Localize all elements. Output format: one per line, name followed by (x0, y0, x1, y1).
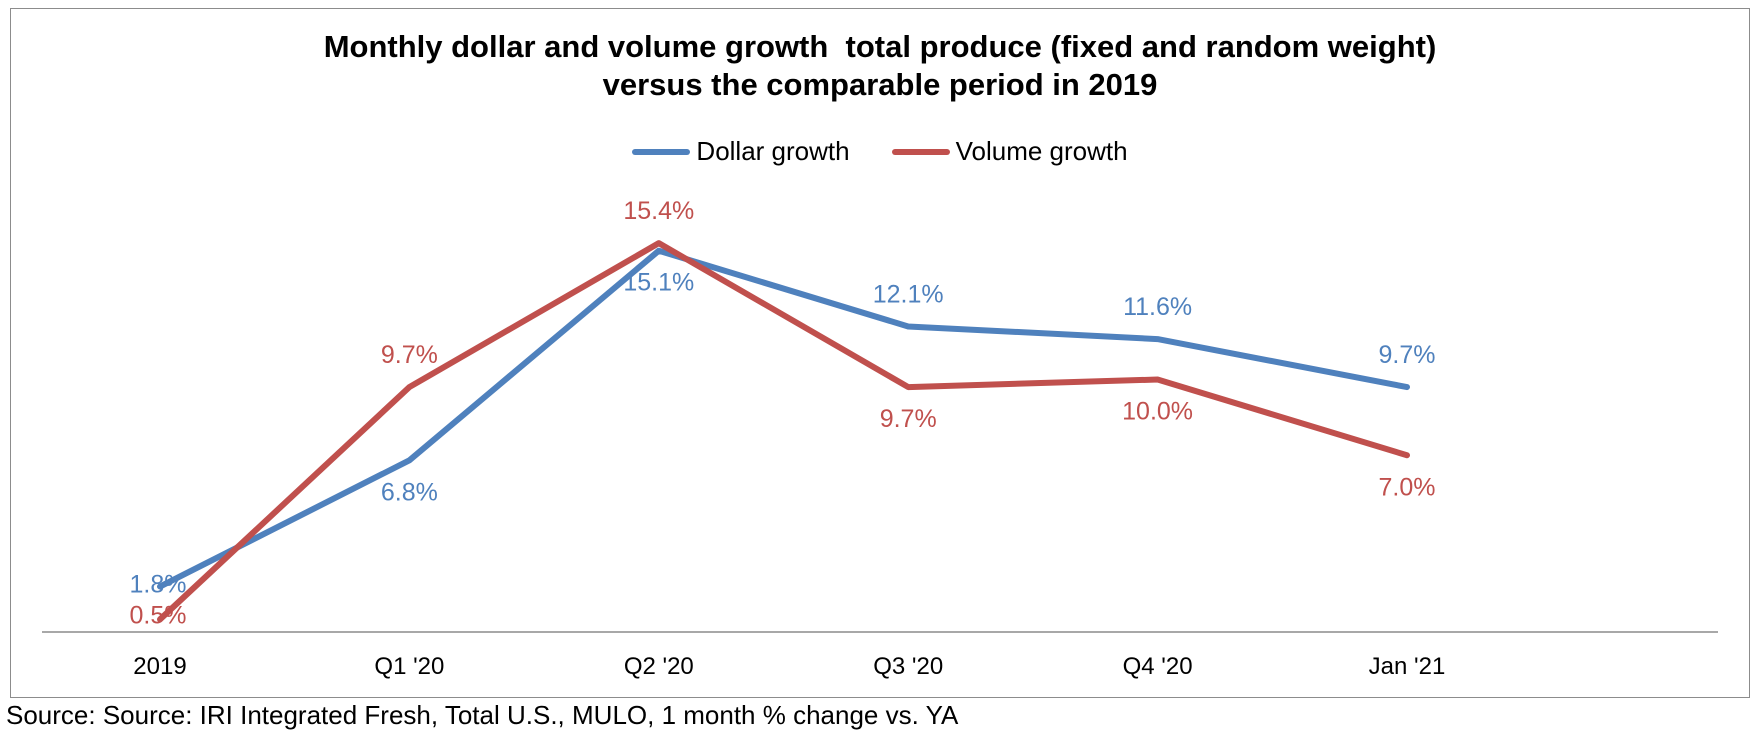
legend-label-dollar-growth: Dollar growth (696, 136, 850, 166)
data-label-volume-growth: 15.4% (623, 197, 694, 225)
data-label-dollar-growth: 12.1% (873, 280, 944, 308)
legend-label-volume-growth: Volume growth (955, 136, 1128, 166)
data-label-volume-growth: 9.7% (880, 405, 937, 433)
x-tick-label: Q3 '20 (873, 653, 943, 680)
data-label-volume-growth: 0.5% (130, 601, 187, 629)
source-note: Source: Source: IRI Integrated Fresh, To… (6, 700, 959, 730)
data-label-dollar-growth: 15.1% (623, 269, 694, 297)
legend-swatch-dollar-growth (632, 148, 691, 155)
x-tick-label: Jan '21 (1369, 653, 1446, 680)
data-label-volume-growth: 10.0% (1122, 398, 1193, 426)
legend-item-dollar-growth: Dollar growth (632, 136, 850, 167)
data-label-dollar-growth: 9.7% (1379, 341, 1436, 369)
chart-legend: Dollar growth Volume growth (0, 136, 1760, 167)
x-tick-label: Q4 '20 (1123, 653, 1193, 680)
data-label-dollar-growth: 1.8% (130, 571, 187, 599)
x-tick-label: Q2 '20 (624, 653, 694, 680)
chart-title-line-1: Monthly dollar and volume growth total p… (323, 29, 1437, 64)
x-tick-label: Q1 '20 (374, 653, 444, 680)
data-label-volume-growth: 7.0% (1379, 473, 1436, 501)
chart-frame (10, 8, 1750, 698)
data-label-volume-growth: 9.7% (381, 341, 438, 369)
x-tick-label: 2019 (133, 653, 186, 680)
series-line-volume-growth (157, 240, 1410, 623)
series-line-dollar-growth (157, 247, 1410, 590)
data-label-dollar-growth: 11.6% (1123, 293, 1192, 321)
chart-title-line-2: versus the comparable period in 2019 (602, 67, 1158, 102)
legend-item-volume-growth: Volume growth (891, 136, 1128, 167)
legend-swatch-volume-growth (891, 148, 950, 155)
chart-title: Monthly dollar and volume growth total p… (0, 28, 1760, 104)
data-label-dollar-growth: 6.8% (381, 478, 438, 506)
